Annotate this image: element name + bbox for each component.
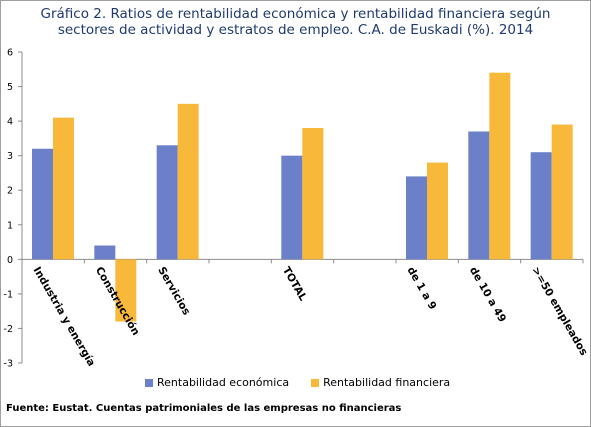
y-tick-label: -3 xyxy=(4,359,13,370)
title-line-1: Gráfico 2. Ratios de rentabilidad económ… xyxy=(40,6,551,22)
y-tick-label: 4 xyxy=(7,117,13,128)
bar-financiera xyxy=(302,128,324,260)
y-tick-label: 5 xyxy=(7,82,13,93)
y-tick-label: 3 xyxy=(7,151,13,162)
bar-economica xyxy=(468,131,490,260)
legend-label-economica: Rentabilidad económica xyxy=(157,376,290,389)
chart-title: Gráfico 2. Ratios de rentabilidad económ… xyxy=(0,6,591,38)
legend-item-economica: Rentabilidad económica xyxy=(145,376,289,389)
category-label: Industria y energía xyxy=(31,265,98,369)
bar-economica xyxy=(281,155,303,260)
legend: Rentabilidad económica Rentabilidad fina… xyxy=(145,376,450,389)
y-tick-label: -1 xyxy=(4,289,13,300)
y-tick-label: 0 xyxy=(7,255,13,266)
legend-item-financiera: Rentabilidad financiera xyxy=(311,376,450,389)
category-label: >=50 empleados xyxy=(529,265,590,358)
y-tick-label: 2 xyxy=(7,186,13,197)
legend-swatch-economica xyxy=(145,378,153,387)
y-tick-label: 1 xyxy=(7,220,13,231)
bar-financiera xyxy=(427,162,448,260)
bar-financiera xyxy=(115,259,137,322)
y-tick-label: -2 xyxy=(4,324,13,335)
bar-economica xyxy=(94,245,116,260)
bar-economica xyxy=(32,148,53,260)
bar-financiera xyxy=(53,117,74,260)
category-label: Servicios xyxy=(155,265,192,317)
category-label: de 1 a 9 xyxy=(405,265,439,312)
y-tick-label: 6 xyxy=(7,48,13,59)
bar-financiera xyxy=(551,124,573,260)
legend-swatch-financiera xyxy=(311,378,320,387)
bar-financiera xyxy=(177,103,199,260)
bar-economica xyxy=(156,145,178,260)
legend-label-financiera: Rentabilidad financiera xyxy=(323,376,451,389)
bar-economica xyxy=(530,152,552,260)
bars xyxy=(32,72,573,322)
category-label: TOTAL xyxy=(280,265,309,304)
bar-financiera xyxy=(489,72,511,260)
source-note: Fuente: Eustat. Cuentas patrimoniales de… xyxy=(6,403,402,414)
category-label: de 10 a 49 xyxy=(467,265,508,325)
title-line-2: sectores de actividad y estratos de empl… xyxy=(57,22,534,38)
bar-economica xyxy=(406,176,427,260)
